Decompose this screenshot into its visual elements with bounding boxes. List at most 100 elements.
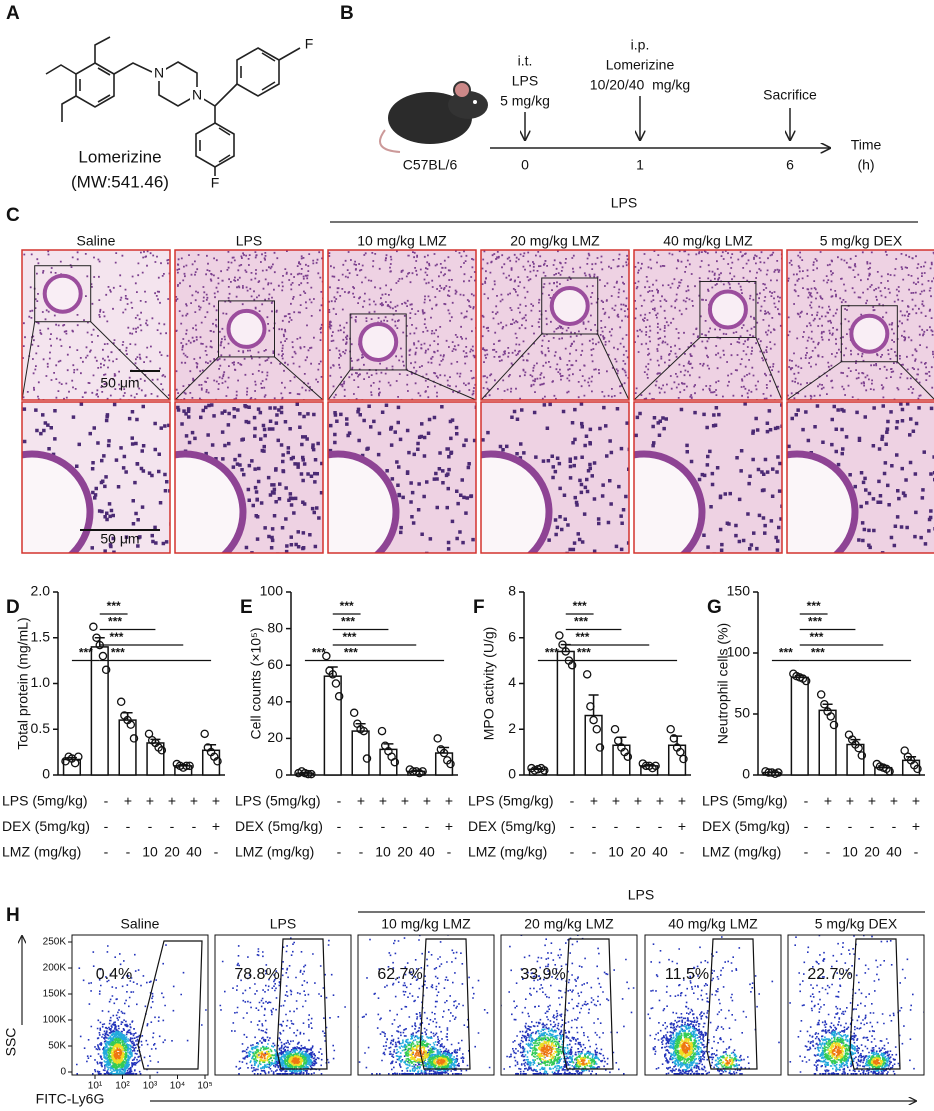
events xyxy=(403,1040,453,1069)
frame xyxy=(480,249,630,401)
x-tick-label: 10¹ xyxy=(88,1081,103,1092)
data-point xyxy=(567,660,577,670)
flow-plot xyxy=(789,935,924,1075)
scale-label: 50 μm xyxy=(100,375,139,391)
y-tick-label: 60 xyxy=(267,656,283,672)
significance-label: *** xyxy=(312,646,326,660)
significance-label: *** xyxy=(809,630,823,644)
condition-value: + xyxy=(846,793,854,809)
plot-frame xyxy=(214,934,352,1076)
significance-label: *** xyxy=(342,630,356,644)
frame xyxy=(786,401,934,554)
y-tick-label: 80 xyxy=(267,619,283,635)
drug: LPS xyxy=(512,73,538,89)
panel-label: F xyxy=(473,597,485,618)
y-tick-label: 0 xyxy=(60,1067,66,1078)
y-tick-label: 100 xyxy=(727,644,751,660)
y-tick-label: 100 xyxy=(260,583,284,599)
y-tick-label: 0.5 xyxy=(31,720,51,736)
group-label: 5 mg/kg DEX xyxy=(820,233,903,249)
data-point xyxy=(185,761,194,771)
condition-label: DEX (5mg/kg) xyxy=(235,818,323,834)
zoom-line xyxy=(406,369,477,401)
data-point xyxy=(328,670,337,679)
histology-image xyxy=(481,250,629,400)
gate-percentage: 11.5% xyxy=(665,966,709,983)
condition-label: LPS (5mg/kg) xyxy=(235,793,321,809)
condition-value: + xyxy=(401,793,409,809)
y-axis-label: Cell counts (×10⁵) xyxy=(248,627,264,739)
condition-value: + xyxy=(678,818,686,834)
condition-value: - xyxy=(804,818,809,834)
atom: F xyxy=(305,36,314,52)
condition-value: - xyxy=(570,844,575,860)
data-point xyxy=(331,679,341,688)
gate-percentage: 33.9% xyxy=(520,966,565,983)
data-point xyxy=(89,622,98,632)
data-point xyxy=(213,757,222,766)
condition-value: - xyxy=(570,793,575,809)
ring xyxy=(75,62,115,108)
condition-label: LPS (5mg/kg) xyxy=(2,793,88,809)
y-tick-label: 2 xyxy=(508,720,516,736)
scale-label: 50 μm xyxy=(100,531,139,547)
histology-image xyxy=(634,250,782,400)
data-point xyxy=(613,736,623,745)
dose: 10/20/40 mg/kg xyxy=(590,77,690,93)
x-tick-label: 10² xyxy=(115,1081,130,1092)
panel-label: C xyxy=(6,205,20,226)
condition-value: + xyxy=(890,793,898,809)
histology-image xyxy=(22,402,170,553)
condition-value: + xyxy=(612,793,620,809)
condition-value: - xyxy=(870,818,875,834)
significance-label: *** xyxy=(107,599,121,613)
group-label: 40 mg/kg LMZ xyxy=(663,233,753,249)
frame xyxy=(633,401,783,554)
dose: 5 mg/kg xyxy=(500,93,550,109)
data-point xyxy=(582,670,592,679)
significance-label: *** xyxy=(545,646,559,660)
data-point xyxy=(666,725,675,734)
group-label: 20 mg/kg LMZ xyxy=(510,233,600,249)
condition-value: 40 xyxy=(419,844,435,860)
group-label: Saline xyxy=(77,233,116,249)
data-point xyxy=(676,747,685,757)
gate xyxy=(137,940,203,1070)
condition-value: + xyxy=(912,793,920,809)
condition-value: - xyxy=(658,818,663,834)
zoom-line xyxy=(633,337,701,401)
data-point xyxy=(540,766,549,775)
bonds xyxy=(240,52,276,91)
panel-label: E xyxy=(240,597,253,618)
zoom-line xyxy=(90,321,171,401)
bar xyxy=(118,719,137,776)
timeline: i.t. LPS 5 mg/kg i.p. Lomerizine 10/20/4… xyxy=(379,37,882,173)
condition-label: LPS (5mg/kg) xyxy=(468,793,554,809)
condition-label: LPS (5mg/kg) xyxy=(702,793,788,809)
bar xyxy=(790,676,809,776)
data-point xyxy=(418,767,427,776)
condition-value: + xyxy=(678,793,686,809)
condition-value: 10 xyxy=(842,844,858,860)
condition-value: + xyxy=(357,793,365,809)
bar xyxy=(323,675,342,776)
zoom-line xyxy=(480,333,543,401)
time-label: 1 xyxy=(636,157,644,173)
mouse-eye xyxy=(473,100,477,104)
condition-value: 40 xyxy=(886,844,902,860)
zoom-line xyxy=(274,356,324,401)
events xyxy=(678,1037,734,1067)
y-tick-label: 40 xyxy=(267,693,283,709)
events xyxy=(531,1035,596,1070)
y-tick-label: 0 xyxy=(42,766,50,782)
condition-value: - xyxy=(592,844,597,860)
frame xyxy=(327,401,477,554)
bar xyxy=(379,748,398,776)
condition-value: + xyxy=(423,793,431,809)
plot-frame xyxy=(357,934,495,1076)
treatment-header: LPS xyxy=(628,887,654,903)
frame xyxy=(174,401,324,554)
condition-value: 40 xyxy=(652,844,668,860)
airway xyxy=(549,285,590,326)
